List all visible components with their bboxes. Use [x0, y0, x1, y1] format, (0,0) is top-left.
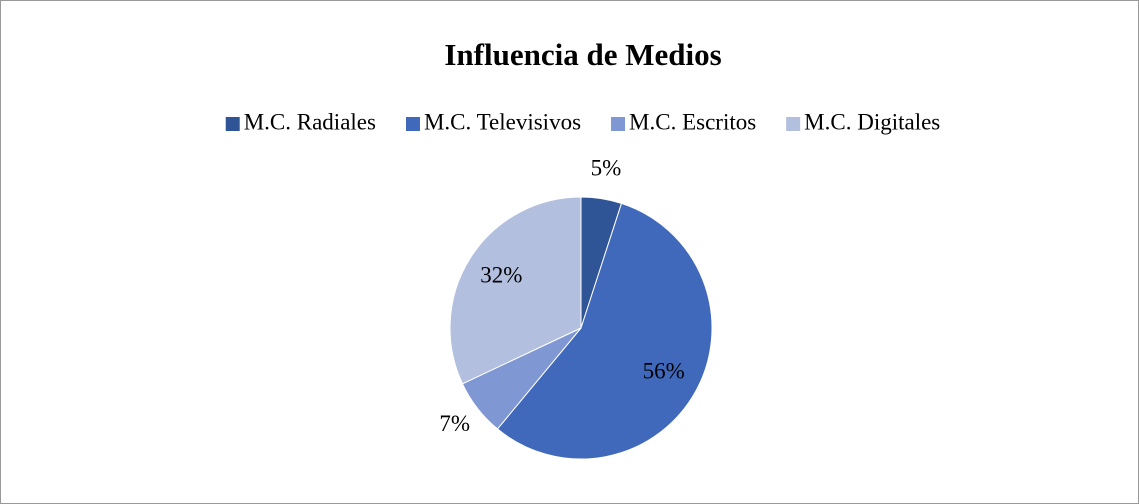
legend-swatch — [611, 117, 626, 131]
legend-label: M.C. Digitales — [804, 109, 940, 134]
legend-label: M.C. Escritos — [629, 109, 756, 134]
legend-swatch — [786, 117, 801, 131]
data-label: 7% — [439, 411, 470, 436]
data-label: 56% — [643, 359, 685, 384]
data-label: 32% — [480, 263, 522, 288]
legend-label: M.C. Televisivos — [424, 109, 581, 134]
legend-label: M.C. Radiales — [244, 109, 376, 134]
legend-swatch — [405, 117, 420, 131]
pie-slice — [449, 196, 582, 385]
data-label: 5% — [591, 155, 622, 180]
chart-title: Influencia de Medios — [444, 37, 721, 72]
legend-swatch — [225, 117, 240, 131]
pie-slice — [496, 202, 713, 460]
